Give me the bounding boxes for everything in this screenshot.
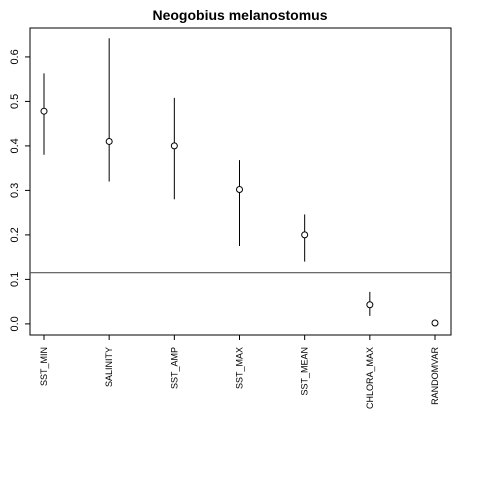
x-tick-label: SST_AMP [169, 347, 179, 389]
data-point [431, 319, 439, 327]
data-point [301, 231, 309, 239]
data-point [170, 142, 178, 150]
y-tick-label: 0.6 [9, 49, 21, 64]
y-tick-label: 0.5 [9, 94, 21, 109]
data-point [366, 301, 374, 309]
y-tick-label: 0.0 [9, 316, 21, 331]
chart-marks [40, 38, 439, 327]
x-tick-label: CHLORA_MAX [365, 347, 375, 409]
y-axis: 0.0 0.1 0.2 0.3 0.4 0.5 0.6 [9, 49, 30, 332]
y-tick-label: 0.2 [9, 227, 21, 242]
x-tick-label: SST_MAX [235, 347, 245, 389]
x-tick-label: RANDOMVAR [430, 347, 440, 405]
x-tick-label: SST_MIN [39, 347, 49, 386]
data-point [105, 137, 113, 145]
y-tick-label: 0.4 [9, 138, 21, 153]
plot-frame [29, 27, 452, 336]
x-tick-label: SST_MEAN [300, 347, 310, 396]
y-tick-label: 0.1 [9, 272, 21, 287]
y-tick-label: 0.3 [9, 183, 21, 198]
chart-title: Neogobius melanostomus [152, 7, 327, 23]
x-axis: SST_MIN SALINITY SST_AMP SST_MAX SST_MEAN CHL… [39, 335, 440, 409]
data-point [40, 107, 48, 115]
data-point [236, 186, 243, 194]
x-tick-label: SALINITY [104, 347, 114, 387]
